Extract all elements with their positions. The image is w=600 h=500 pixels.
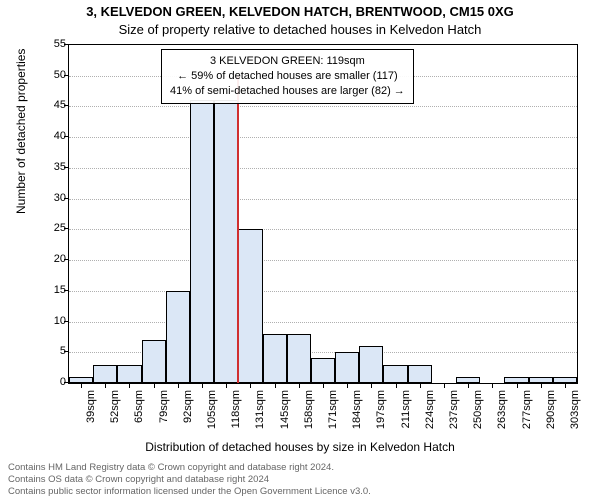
x-tick-mark: [565, 384, 566, 388]
y-tick-mark: [64, 259, 68, 260]
histogram-bar: [456, 377, 480, 383]
histogram-bar: [408, 365, 432, 383]
y-tick-mark: [64, 382, 68, 383]
gridline: [69, 322, 577, 323]
x-tick-mark: [105, 384, 106, 388]
x-tick-label: 263sqm: [496, 390, 508, 450]
x-tick-label: 277sqm: [521, 390, 533, 450]
x-tick-mark: [129, 384, 130, 388]
x-tick-mark: [226, 384, 227, 388]
histogram-bar: [504, 377, 528, 383]
histogram-bar: [117, 365, 141, 383]
x-tick-mark: [468, 384, 469, 388]
chart-title-line1: 3, KELVEDON GREEN, KELVEDON HATCH, BRENT…: [0, 4, 600, 19]
x-tick-label: 197sqm: [375, 390, 387, 450]
footer-line-2: Contains OS data © Crown copyright and d…: [8, 474, 371, 486]
histogram-bar: [311, 358, 335, 383]
histogram-bar: [238, 229, 262, 383]
x-tick-label: 171sqm: [327, 390, 339, 450]
histogram-bar: [190, 100, 214, 383]
x-tick-mark: [299, 384, 300, 388]
annotation-line-1: 3 KELVEDON GREEN: 119sqm: [170, 54, 405, 69]
histogram-bar: [142, 340, 166, 383]
x-tick-label: 79sqm: [158, 390, 170, 450]
x-tick-mark: [371, 384, 372, 388]
x-tick-mark: [396, 384, 397, 388]
annotation-box: 3 KELVEDON GREEN: 119sqm ← 59% of detach…: [161, 49, 414, 104]
histogram-bar: [93, 365, 117, 383]
x-tick-label: 105sqm: [206, 390, 218, 450]
histogram-bar: [287, 334, 311, 383]
y-tick-mark: [64, 105, 68, 106]
y-tick-mark: [64, 136, 68, 137]
y-axis-label: Number of detached properties: [14, 49, 28, 214]
gridline: [69, 168, 577, 169]
x-tick-mark: [81, 384, 82, 388]
y-tick-mark: [64, 198, 68, 199]
x-tick-label: 65sqm: [133, 390, 145, 450]
y-tick-mark: [64, 290, 68, 291]
histogram-bar: [335, 352, 359, 383]
histogram-bar: [69, 377, 93, 383]
x-tick-label: 290sqm: [545, 390, 557, 450]
x-tick-mark: [250, 384, 251, 388]
annotation-line-3: 41% of semi-detached houses are larger (…: [170, 84, 405, 99]
x-tick-mark: [202, 384, 203, 388]
annotation-line-2: ← 59% of detached houses are smaller (11…: [170, 69, 405, 84]
gridline: [69, 199, 577, 200]
x-tick-mark: [347, 384, 348, 388]
y-tick-mark: [64, 321, 68, 322]
plot-area: 3 KELVEDON GREEN: 119sqm ← 59% of detach…: [68, 44, 578, 384]
x-tick-mark: [154, 384, 155, 388]
figure: 3, KELVEDON GREEN, KELVEDON HATCH, BRENT…: [0, 0, 600, 500]
x-tick-label: 303sqm: [569, 390, 581, 450]
y-tick-mark: [64, 228, 68, 229]
x-tick-mark: [275, 384, 276, 388]
footer-line-1: Contains HM Land Registry data © Crown c…: [8, 462, 371, 474]
y-tick-mark: [64, 351, 68, 352]
y-tick-mark: [64, 75, 68, 76]
x-tick-mark: [323, 384, 324, 388]
gridline: [69, 260, 577, 261]
footer-line-3: Contains public sector information licen…: [8, 486, 371, 498]
x-tick-mark: [444, 384, 445, 388]
x-tick-label: 145sqm: [279, 390, 291, 450]
x-tick-mark: [492, 384, 493, 388]
x-tick-label: 224sqm: [424, 390, 436, 450]
gridline: [69, 106, 577, 107]
x-tick-label: 131sqm: [254, 390, 266, 450]
x-tick-label: 184sqm: [351, 390, 363, 450]
x-tick-label: 118sqm: [230, 390, 242, 450]
x-tick-label: 250sqm: [472, 390, 484, 450]
histogram-bar: [166, 291, 190, 383]
x-tick-mark: [178, 384, 179, 388]
y-tick-mark: [64, 167, 68, 168]
x-tick-mark: [517, 384, 518, 388]
x-tick-label: 92sqm: [182, 390, 194, 450]
histogram-bar: [553, 377, 577, 383]
x-tick-label: 158sqm: [303, 390, 315, 450]
x-tick-label: 52sqm: [109, 390, 121, 450]
x-tick-mark: [541, 384, 542, 388]
histogram-bar: [529, 377, 553, 383]
histogram-bar: [263, 334, 287, 383]
footer-attribution: Contains HM Land Registry data © Crown c…: [8, 462, 371, 498]
gridline: [69, 291, 577, 292]
reference-marker: [237, 76, 239, 383]
chart-title-line2: Size of property relative to detached ho…: [0, 22, 600, 37]
histogram-bar: [214, 100, 238, 383]
histogram-bar: [383, 365, 407, 383]
gridline: [69, 229, 577, 230]
gridline: [69, 137, 577, 138]
x-tick-label: 237sqm: [448, 390, 460, 450]
histogram-bar: [359, 346, 383, 383]
x-tick-label: 39sqm: [85, 390, 97, 450]
y-tick-mark: [64, 44, 68, 45]
x-tick-mark: [420, 384, 421, 388]
x-tick-label: 211sqm: [400, 390, 412, 450]
